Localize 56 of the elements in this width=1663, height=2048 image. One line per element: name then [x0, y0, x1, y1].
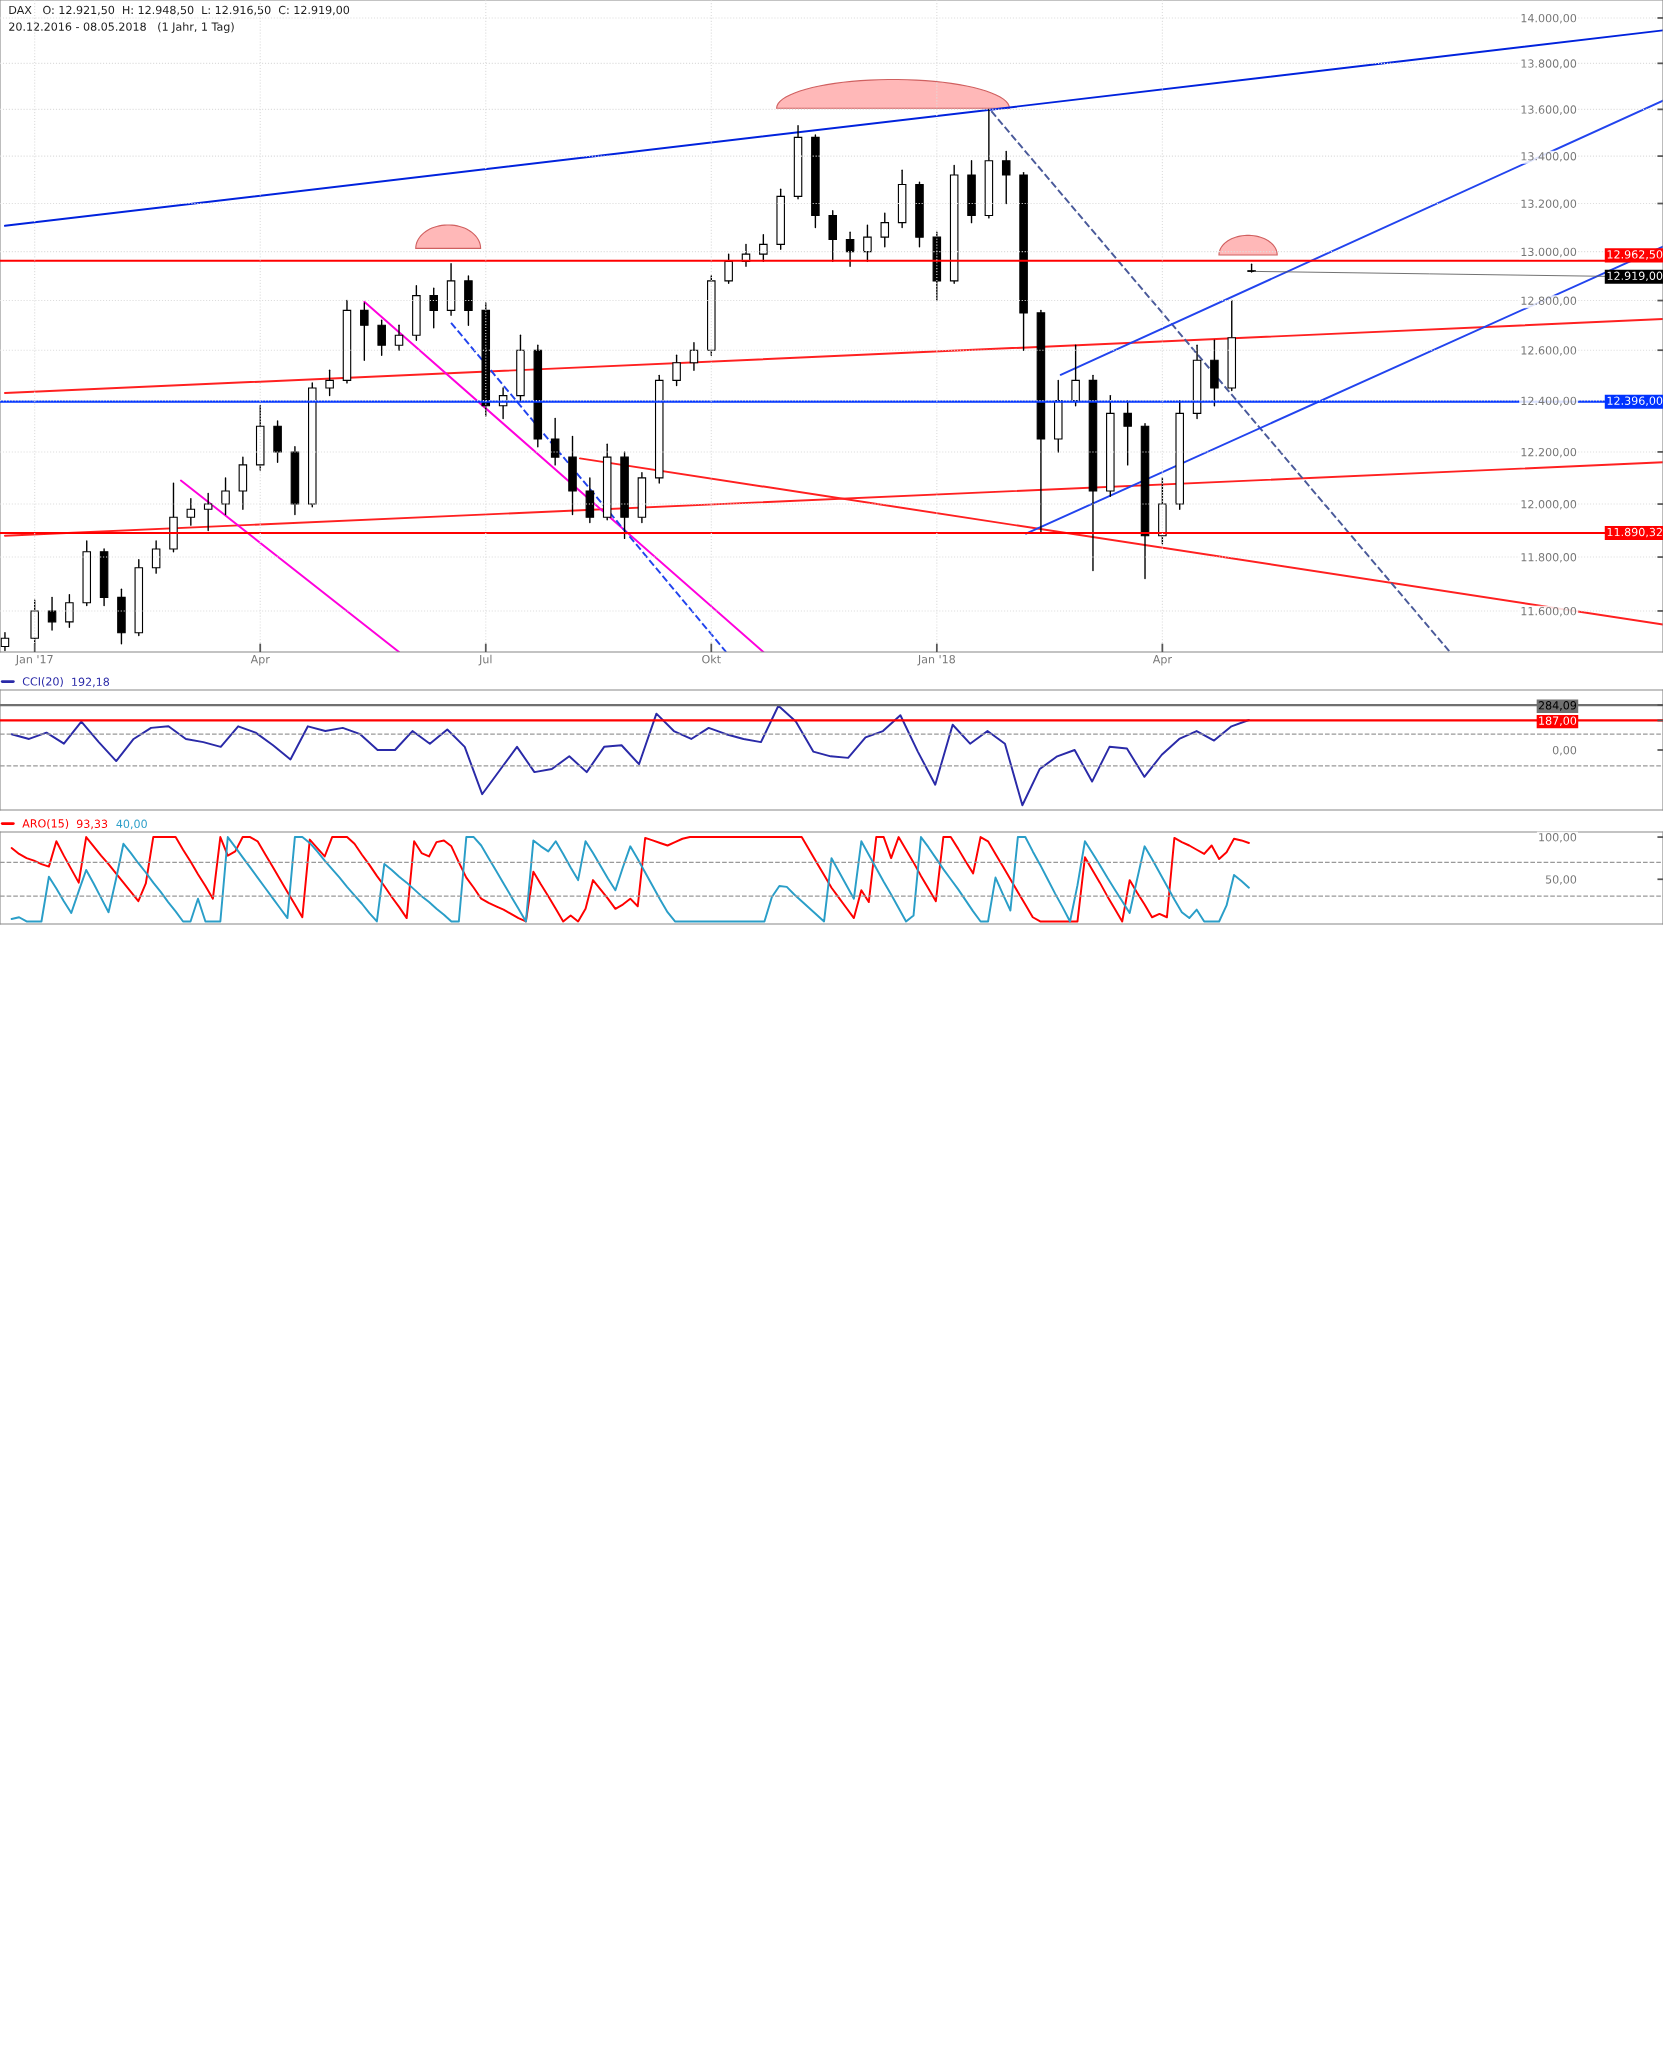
x-tick-label: Jan '17 — [15, 655, 53, 666]
ref-line-label: 11.890,32 — [1607, 527, 1662, 538]
text: 40,00 — [116, 819, 147, 830]
ref-line-label: 12.962,50 — [1607, 250, 1663, 260]
y-tick-label: 284,09 — [1538, 701, 1577, 711]
x-tick-label: Jan '18 — [917, 654, 955, 666]
y-tick-label: 13.600,00 — [1521, 105, 1577, 115]
candlestick — [221, 477, 230, 516]
text: 93,33 — [76, 819, 108, 830]
legend-label: ARO(15) — [22, 819, 69, 829]
text: 20.12.2016 - 08.05.2018 (1 Jahr, 1 Tag) — [9, 22, 234, 33]
chart-title: DAX O: 12.921,50 H: 12.948,50 L: 12.916,50 C: 12.919,00 — [9, 5, 350, 16]
candlestick — [186, 498, 196, 526]
candlestick — [880, 212, 890, 248]
x-tick-label: Jul — [478, 654, 492, 666]
y-tick-label: 12.200,00 — [1521, 447, 1577, 458]
candlestick — [151, 540, 161, 574]
ref-line-label: 12.396,00 — [1607, 396, 1663, 407]
y-tick-label: 13.000,00 — [1521, 247, 1577, 258]
y-tick-label: 187,00 — [1539, 716, 1577, 726]
candlestick — [759, 234, 768, 263]
y-tick-label: 13.200,00 — [1521, 199, 1577, 210]
y-tick-label: 11.600,00 — [1521, 606, 1577, 617]
candlestick — [203, 492, 213, 532]
candlestick — [672, 354, 681, 387]
candlestick — [47, 596, 57, 631]
x-tick-label: Okt — [702, 654, 721, 664]
y-tick-label: 14.000,00 — [1521, 13, 1577, 24]
candlestick — [724, 253, 733, 285]
candlestick — [863, 224, 872, 263]
y-tick-label: 50,00 — [1545, 875, 1577, 885]
y-tick-label: 11.800,00 — [1521, 553, 1577, 563]
candlestick — [1123, 399, 1132, 466]
candlestick — [550, 417, 560, 466]
candlestick — [1071, 344, 1080, 407]
y-tick-label: 100,00 — [1539, 833, 1577, 843]
candlestick — [377, 319, 386, 356]
legend-label: CCI(20) — [22, 677, 63, 687]
y-tick-label: 13.400,00 — [1521, 152, 1577, 162]
candlestick — [1001, 150, 1011, 205]
y-tick-label: 12.000,00 — [1521, 500, 1577, 510]
text: 192,18 — [72, 677, 110, 688]
candlestick — [65, 593, 74, 629]
y-tick-label: 12.400,00 — [1521, 396, 1577, 407]
y-tick-label: 12.600,00 — [1521, 346, 1577, 356]
x-tick-label: Apr — [1152, 655, 1172, 666]
candlestick — [360, 302, 369, 361]
candlestick — [325, 369, 334, 397]
y-tick-label: 13.800,00 — [1521, 59, 1577, 69]
annotation: 12.919,00 — [1607, 271, 1663, 282]
x-tick-label: Apr — [250, 655, 270, 666]
y-tick-label: 12.800,00 — [1521, 296, 1577, 307]
candlestick — [429, 287, 438, 329]
y-tick-label: 0,00 — [1552, 745, 1577, 756]
line-series — [10, 836, 1250, 923]
candlestick — [394, 324, 404, 351]
